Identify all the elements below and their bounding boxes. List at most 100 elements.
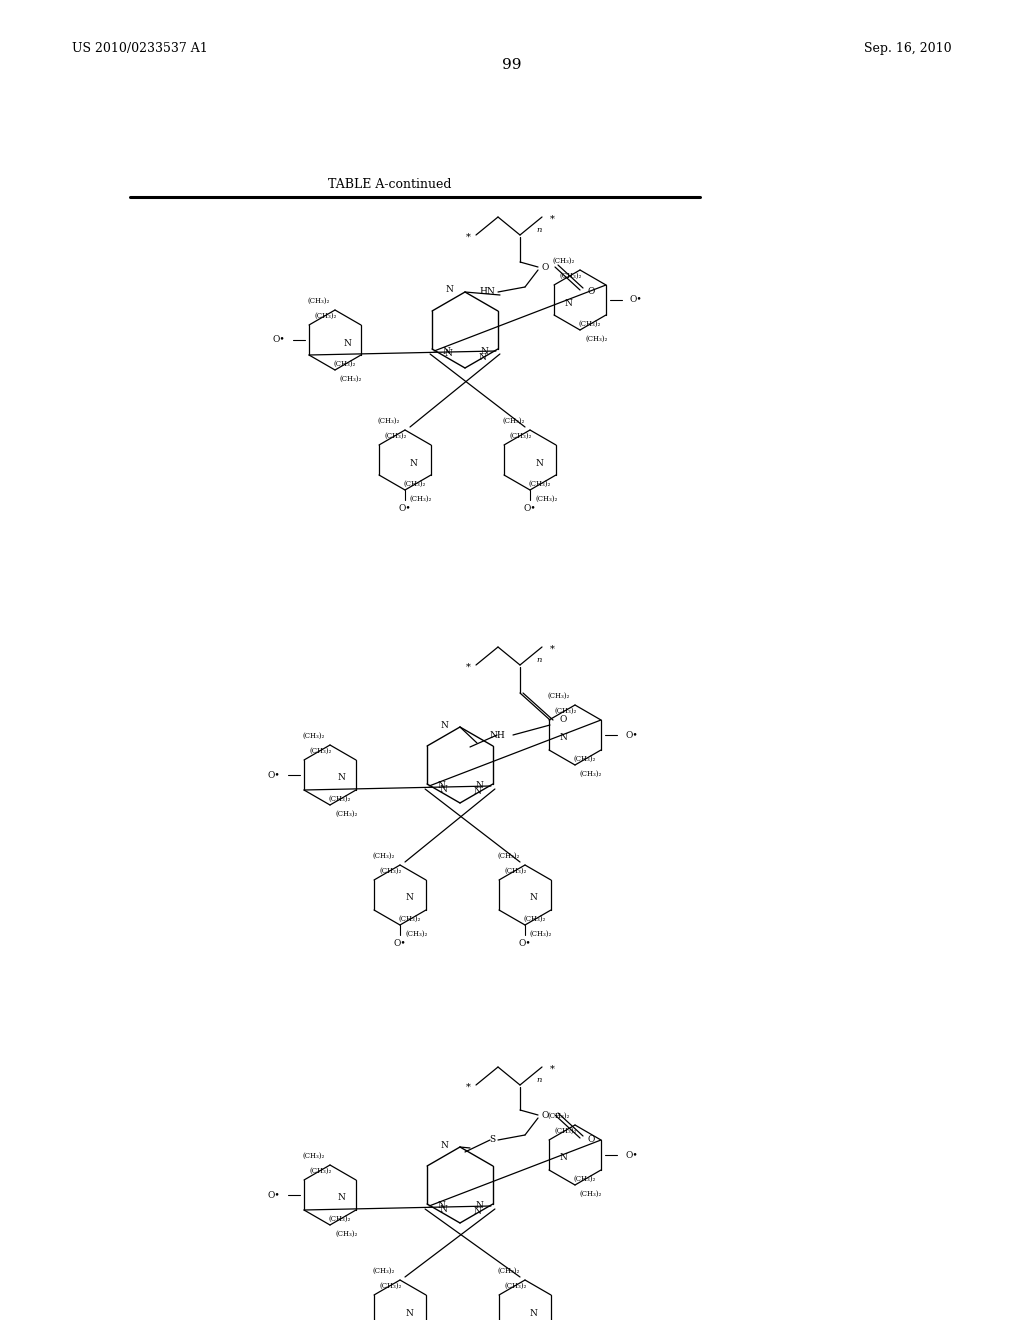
- Text: N: N: [535, 458, 543, 467]
- Text: (CH₃)₂: (CH₃)₂: [309, 1167, 332, 1175]
- Text: (CH₃)₂: (CH₃)₂: [406, 931, 427, 939]
- Text: (CH₃)₂: (CH₃)₂: [329, 1214, 351, 1224]
- Text: N: N: [338, 1193, 346, 1203]
- Text: N: N: [530, 894, 538, 903]
- Text: (CH₃)₂: (CH₃)₂: [559, 272, 582, 280]
- Text: *: *: [550, 1064, 555, 1073]
- Text: (CH₃)₂: (CH₃)₂: [410, 495, 432, 503]
- Text: (CH₃)₂: (CH₃)₂: [384, 432, 407, 440]
- Text: (CH₃)₂: (CH₃)₂: [503, 417, 525, 425]
- Text: (CH₃)₂: (CH₃)₂: [308, 297, 330, 305]
- Text: O•: O•: [267, 1191, 280, 1200]
- Text: O•: O•: [518, 939, 531, 948]
- Text: 99: 99: [502, 58, 522, 73]
- Text: O•: O•: [630, 296, 643, 305]
- Text: (CH₃)₂: (CH₃)₂: [309, 747, 332, 755]
- Text: N: N: [338, 774, 346, 783]
- Text: NH: NH: [489, 730, 505, 739]
- Text: Sep. 16, 2010: Sep. 16, 2010: [864, 42, 952, 55]
- Text: *: *: [466, 1082, 471, 1092]
- Text: N: N: [445, 285, 453, 294]
- Text: N: N: [559, 734, 567, 742]
- Text: O•: O•: [625, 1151, 638, 1159]
- Text: N: N: [410, 458, 418, 467]
- Text: N: N: [439, 784, 446, 793]
- Text: (CH₃)₂: (CH₃)₂: [498, 1267, 520, 1275]
- Text: N: N: [439, 1204, 446, 1213]
- Text: N: N: [480, 346, 487, 355]
- Text: *: *: [550, 214, 555, 223]
- Text: (CH₃)₂: (CH₃)₂: [554, 708, 577, 715]
- Text: (CH₃)₂: (CH₃)₂: [554, 1127, 577, 1135]
- Text: O: O: [588, 288, 595, 297]
- Text: O: O: [588, 1135, 595, 1144]
- Text: O•: O•: [272, 335, 285, 345]
- Text: *: *: [466, 232, 471, 242]
- Text: (CH₃)₂: (CH₃)₂: [314, 312, 336, 319]
- Text: O•: O•: [393, 939, 407, 948]
- Text: (CH₃)₂: (CH₃)₂: [579, 319, 601, 327]
- Text: US 2010/0233537 A1: US 2010/0233537 A1: [72, 42, 208, 55]
- Text: (CH₃)₂: (CH₃)₂: [573, 1175, 596, 1183]
- Text: O: O: [542, 1110, 549, 1119]
- Text: N: N: [444, 350, 452, 359]
- Text: N: N: [564, 298, 572, 308]
- Text: N: N: [475, 1201, 483, 1210]
- Text: N: N: [473, 1208, 481, 1217]
- Text: (CH₃)₂: (CH₃)₂: [335, 810, 357, 818]
- Text: N: N: [440, 1140, 449, 1150]
- Text: N: N: [440, 721, 449, 730]
- Text: (CH₃)₂: (CH₃)₂: [535, 495, 557, 503]
- Text: HN: HN: [479, 288, 495, 297]
- Text: (CH₃)₂: (CH₃)₂: [504, 867, 526, 875]
- Text: (CH₃)₂: (CH₃)₂: [334, 360, 356, 368]
- Text: n: n: [536, 656, 542, 664]
- Text: (CH₃)₂: (CH₃)₂: [580, 770, 602, 777]
- Text: (CH₃)₂: (CH₃)₂: [504, 1282, 526, 1290]
- Text: O•: O•: [398, 504, 412, 513]
- Text: O•: O•: [267, 771, 280, 780]
- Text: (CH₃)₂: (CH₃)₂: [548, 692, 570, 700]
- Text: N: N: [406, 1308, 413, 1317]
- Text: (CH₃)₂: (CH₃)₂: [530, 931, 552, 939]
- Text: O: O: [542, 263, 549, 272]
- Text: (CH₃)₂: (CH₃)₂: [373, 851, 395, 861]
- Text: O•: O•: [625, 730, 638, 739]
- Text: N: N: [559, 1154, 567, 1163]
- Text: (CH₃)₂: (CH₃)₂: [398, 915, 421, 923]
- Text: (CH₃)₂: (CH₃)₂: [335, 1230, 357, 1238]
- Text: O•: O•: [523, 504, 537, 513]
- Text: N: N: [437, 1201, 445, 1210]
- Text: (CH₃)₂: (CH₃)₂: [303, 733, 325, 741]
- Text: N: N: [437, 781, 445, 791]
- Text: (CH₃)₂: (CH₃)₂: [379, 1282, 401, 1290]
- Text: (CH₃)₂: (CH₃)₂: [303, 1152, 325, 1160]
- Text: (CH₃)₂: (CH₃)₂: [509, 432, 531, 440]
- Text: N: N: [406, 894, 413, 903]
- Text: *: *: [550, 644, 555, 653]
- Text: n: n: [536, 226, 542, 234]
- Text: (CH₃)₂: (CH₃)₂: [548, 1111, 570, 1119]
- Text: n: n: [536, 1076, 542, 1084]
- Text: (CH₃)₂: (CH₃)₂: [340, 375, 362, 383]
- Text: N: N: [473, 788, 481, 796]
- Text: (CH₃)₂: (CH₃)₂: [553, 257, 575, 265]
- Text: N: N: [478, 352, 486, 362]
- Text: TABLE A-continued: TABLE A-continued: [329, 178, 452, 191]
- Text: (CH₃)₂: (CH₃)₂: [528, 480, 551, 488]
- Text: N: N: [475, 781, 483, 791]
- Text: N: N: [442, 346, 450, 355]
- Text: (CH₃)₂: (CH₃)₂: [378, 417, 400, 425]
- Text: (CH₃)₂: (CH₃)₂: [329, 795, 351, 803]
- Text: *: *: [466, 663, 471, 672]
- Text: S: S: [488, 1135, 495, 1144]
- Text: (CH₃)₂: (CH₃)₂: [379, 867, 401, 875]
- Text: N: N: [530, 1308, 538, 1317]
- Text: (CH₃)₂: (CH₃)₂: [403, 480, 426, 488]
- Text: (CH₃)₂: (CH₃)₂: [585, 335, 607, 343]
- Text: N: N: [343, 338, 351, 347]
- Text: (CH₃)₂: (CH₃)₂: [573, 755, 596, 763]
- Text: (CH₃)₂: (CH₃)₂: [498, 851, 520, 861]
- Text: (CH₃)₂: (CH₃)₂: [523, 915, 546, 923]
- Text: (CH₃)₂: (CH₃)₂: [373, 1267, 395, 1275]
